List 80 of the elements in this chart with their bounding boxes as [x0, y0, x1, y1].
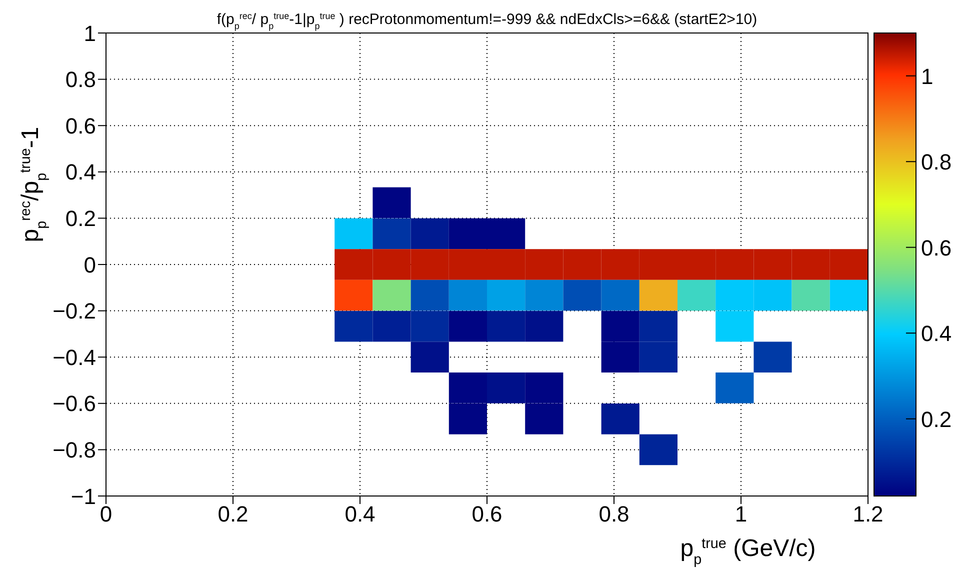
point: [410, 310, 449, 342]
y-tick-label: 1: [84, 20, 96, 46]
point: [372, 218, 411, 250]
point: [525, 372, 564, 404]
y-tick-label: 0.2: [65, 206, 96, 232]
point: [754, 280, 792, 311]
x-tick-label: 0.8: [598, 502, 630, 527]
point: [716, 249, 754, 280]
point: [601, 404, 640, 434]
x-tick-label: 0.2: [218, 502, 248, 527]
point: [563, 249, 602, 280]
point: [601, 280, 640, 311]
color-bar-label: 0.8: [921, 150, 952, 175]
x-tick-label: 1: [734, 502, 748, 527]
point: [448, 372, 487, 404]
point: [334, 218, 373, 250]
point: [487, 372, 526, 404]
point: [639, 342, 678, 372]
point: [792, 249, 830, 280]
x-tick-label: 0: [100, 502, 112, 527]
y-tick-label: 0: [84, 252, 96, 278]
point: [372, 187, 411, 218]
point: [334, 310, 373, 342]
point: [601, 342, 640, 372]
y-tick-label: −1: [70, 484, 96, 509]
point: [754, 249, 792, 280]
x-axis-title: p$_{p}$$^{true}$ (GeV/c): [680, 535, 816, 568]
point: [792, 280, 830, 311]
point: [448, 280, 487, 311]
point: [830, 280, 868, 311]
point: [448, 218, 487, 250]
point: [716, 310, 754, 342]
point: [410, 280, 449, 311]
point: [525, 310, 564, 342]
point: [639, 434, 678, 466]
point: [448, 249, 487, 280]
color-bar-label: 0.4: [921, 321, 952, 346]
point: [487, 280, 526, 311]
point: [487, 310, 526, 342]
point: [487, 249, 526, 280]
point: [678, 280, 716, 311]
point: [487, 218, 526, 250]
point: [410, 342, 449, 372]
point: [410, 218, 449, 250]
point: [716, 280, 754, 311]
y-tick-label: 0.4: [65, 160, 96, 185]
point: [525, 280, 564, 311]
point: [334, 280, 373, 311]
point: [372, 310, 411, 342]
x-tick-label: 0.6: [472, 502, 502, 527]
point: [525, 249, 564, 280]
point: [754, 342, 792, 372]
x-tick-label: 0.4: [344, 502, 376, 527]
point: [678, 249, 716, 280]
point: [639, 280, 678, 311]
point: [639, 310, 678, 342]
y-tick-label: −0.8: [52, 438, 96, 463]
point: [601, 249, 640, 280]
color-bar-label: 0.2: [921, 406, 952, 432]
point: [639, 249, 678, 280]
y-tick-label: −0.4: [52, 344, 96, 370]
point: [830, 249, 868, 280]
point: [448, 404, 487, 434]
point: [410, 249, 449, 280]
point: [448, 310, 487, 342]
color-bar-label: 1: [921, 64, 934, 89]
y-tick-label: −0.6: [52, 391, 96, 416]
x-tick-label: 1.2: [852, 502, 884, 527]
color-bar-label: 0.6: [921, 235, 952, 260]
point: [601, 310, 640, 342]
point: [525, 404, 564, 434]
point: [372, 249, 411, 280]
point: [372, 280, 411, 311]
y-tick-label: 0.8: [65, 67, 96, 92]
point: [716, 372, 754, 404]
point: [563, 280, 602, 311]
point: [334, 249, 373, 280]
y-tick-label: −0.2: [52, 298, 96, 324]
y-tick-label: 0.6: [65, 113, 96, 138]
chart-title: f(p$_{p}$$^{rec}$/ p$_{p}$$^{true}$-1|p$_{p}$$^{true}$ ) recProtonmomentum!=-999 && ndEdxCls>=6&& (startE2>10): [216, 11, 758, 31]
